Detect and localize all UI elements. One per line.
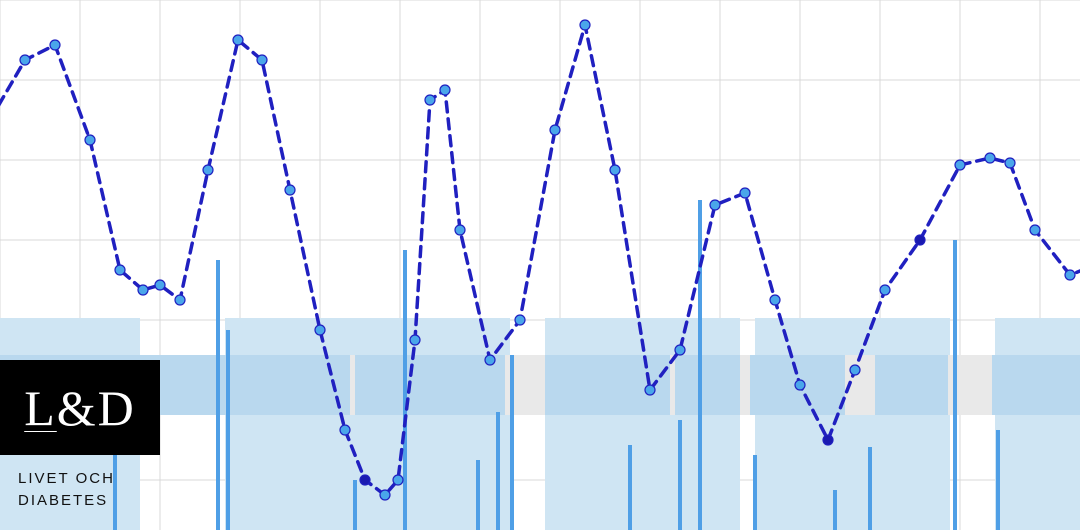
chart-container: L&D LIVET OCH DIABETES [0, 0, 1080, 530]
brand-logo: L&D [0, 360, 160, 455]
brand-logo-text: L&D [24, 383, 136, 433]
brand-subtitle: LIVET OCH DIABETES [18, 468, 115, 512]
chart-svg [0, 0, 1080, 530]
